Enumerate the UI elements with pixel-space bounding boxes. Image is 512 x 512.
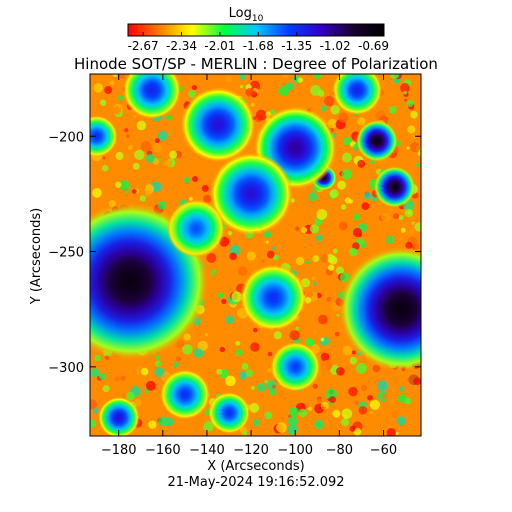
feature-network-blue-patch xyxy=(208,391,250,434)
feature-small-spot-right xyxy=(373,166,416,208)
feature-network-blue-patch xyxy=(166,199,226,258)
feature-network-blue-patch xyxy=(180,86,256,163)
colorbar-tick-label: -2.67 xyxy=(128,39,159,53)
feature-large-spot-right- xyxy=(338,246,421,373)
y-axis-label: Y (Arcseconds) xyxy=(29,208,44,305)
plot-frame xyxy=(89,73,422,437)
colorbar-tick-label: -0.69 xyxy=(358,39,389,53)
heatmap-image xyxy=(90,74,421,436)
x-axis: −180 −160 −140 −120 −100 −80 −60 xyxy=(101,74,397,458)
colorbar xyxy=(127,23,385,37)
x-tick-label: −120 xyxy=(233,443,269,458)
feature-network-blue-patch xyxy=(159,369,211,420)
x-tick-label: −80 xyxy=(326,443,353,458)
colorbar-tick-label: -2.34 xyxy=(166,39,197,53)
timestamp: 21-May-2024 19:16:52.092 xyxy=(167,475,344,490)
y-tick-label: −200 xyxy=(48,130,84,145)
x-tick-label: −160 xyxy=(145,443,181,458)
feature-network-blue-patch xyxy=(209,151,294,236)
chart-title: Hinode SOT/SP - MERLIN : Degree of Polar… xyxy=(74,55,438,73)
colorbar-tick-label: -1.68 xyxy=(243,39,274,53)
feature-small-spot-upper-right xyxy=(355,119,398,162)
x-tick-label: −140 xyxy=(189,443,225,458)
colorbar-label: Log10 xyxy=(229,6,264,24)
x-tick-label: −100 xyxy=(277,443,313,458)
feature-network-blue-patch xyxy=(331,74,383,116)
colorbar-tick-label: -1.35 xyxy=(281,39,312,53)
feature-network-blue-patch xyxy=(90,115,118,158)
feature-network-blue-patch xyxy=(122,74,182,120)
x-tick-label: −180 xyxy=(101,443,137,458)
y-tick-label: −250 xyxy=(48,246,84,261)
feature-network-blue-patch xyxy=(270,341,321,392)
colorbar-tick-label: -1.02 xyxy=(320,39,351,53)
x-tick-label: −60 xyxy=(370,443,397,458)
y-tick-label: −300 xyxy=(48,361,84,376)
colorbar-tick-label: -2.01 xyxy=(204,39,235,53)
y-axis: −200 −250 −300 xyxy=(48,130,421,376)
feature-network-blue-patch xyxy=(239,264,307,332)
x-axis-label: X (Arcseconds) xyxy=(207,459,304,474)
colorbar-ticks: -2.67 -2.34 -2.01 -1.68 -1.35 -1.02 -0.69 xyxy=(128,32,389,53)
feature-network-blue-patch xyxy=(97,396,140,436)
